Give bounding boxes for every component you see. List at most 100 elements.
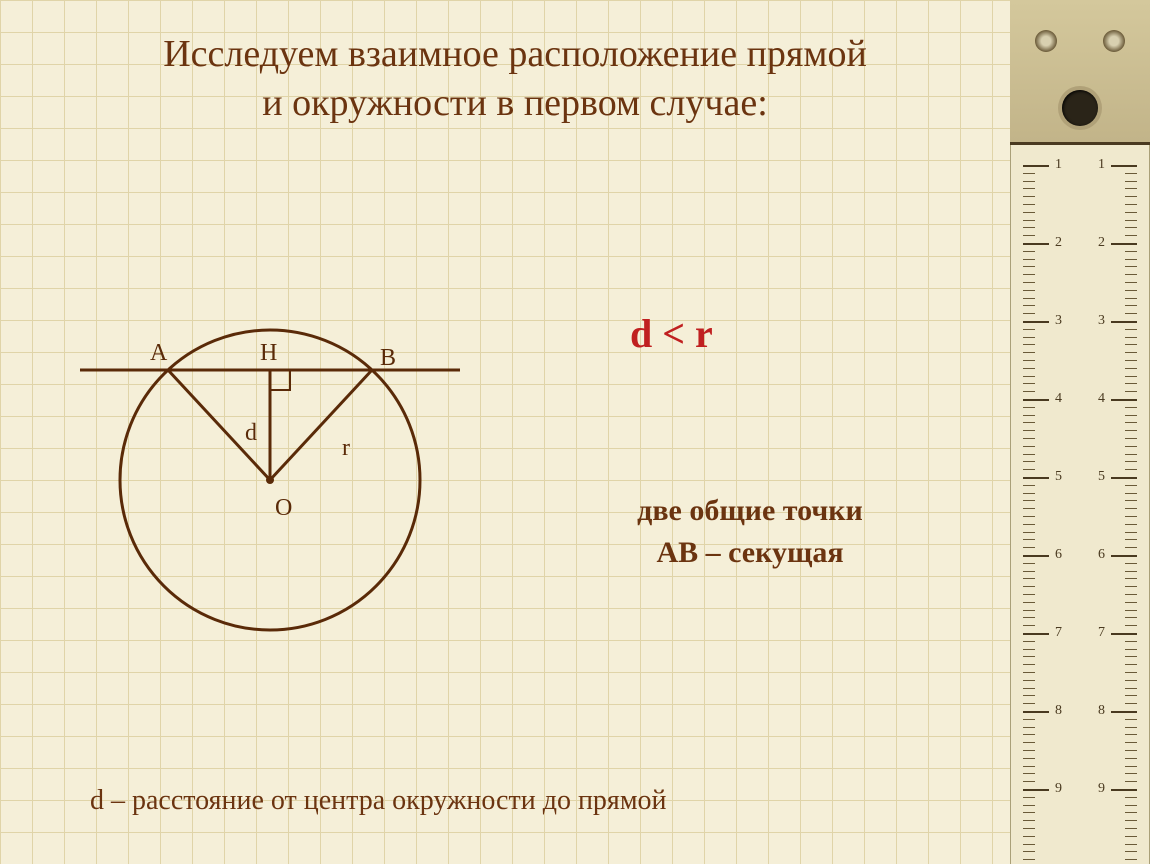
ruler-tick-minor: [1023, 594, 1137, 595]
ruler-tick-minor: [1023, 485, 1137, 486]
ruler-number-right: 7: [1098, 625, 1105, 641]
ruler-tick-minor: [1023, 461, 1137, 462]
label-a: А: [150, 340, 168, 366]
ruler-tick-minor: [1023, 415, 1137, 416]
title-line-2: и окружности в первом случае:: [262, 82, 768, 124]
ruler-tick-minor: [1023, 446, 1137, 447]
ruler-screw-left: [1035, 30, 1057, 52]
ruler-number-right: 4: [1098, 391, 1105, 407]
ruler-tick-major: 66: [1023, 555, 1137, 556]
diagram-svg: А H В d r О: [60, 260, 480, 680]
ruler-number-left: 4: [1055, 391, 1062, 407]
ruler-tick-major: 77: [1023, 633, 1137, 634]
ruler-tick-minor: [1023, 750, 1137, 751]
ruler-tick-minor: [1023, 563, 1137, 564]
description-block: две общие точки АВ – секущая: [540, 490, 960, 574]
ruler-tick-minor: [1023, 344, 1137, 345]
ruler-number-left: 6: [1055, 547, 1062, 563]
title-block: Исследуем взаимное расположение прямой и…: [40, 30, 990, 129]
ruler-tick-minor: [1023, 781, 1137, 782]
label-r: r: [342, 435, 350, 461]
ruler-tick-minor: [1023, 695, 1137, 696]
ruler-tick-minor: [1023, 625, 1137, 626]
ruler-tick-major: 11: [1023, 165, 1137, 166]
ruler-tick-minor: [1023, 773, 1137, 774]
ruler-tick-minor: [1023, 422, 1137, 423]
ruler-tick-minor: [1023, 329, 1137, 330]
ruler-tick-major: 88: [1023, 711, 1137, 712]
ruler-tick-minor: [1023, 688, 1137, 689]
ruler-tick-minor: [1023, 812, 1137, 813]
ruler-tick-major: 22: [1023, 243, 1137, 244]
label-b: В: [380, 345, 396, 371]
ruler-tick-minor: [1023, 649, 1137, 650]
ruler-number-right: 3: [1098, 313, 1105, 329]
ruler-tick-major: 55: [1023, 477, 1137, 478]
ruler-tick-minor: [1023, 539, 1137, 540]
label-h: H: [260, 340, 277, 366]
ruler-tick-minor: [1023, 274, 1137, 275]
ruler-tick-minor: [1023, 547, 1137, 548]
label-o: О: [275, 495, 292, 521]
ruler-tick-minor: [1023, 227, 1137, 228]
ruler-number-left: 2: [1055, 235, 1062, 251]
ruler-tick-minor: [1023, 196, 1137, 197]
ruler-tick-major: 99: [1023, 789, 1137, 790]
ruler-tick-minor: [1023, 430, 1137, 431]
ruler-tick-minor: [1023, 337, 1137, 338]
ruler-tick-minor: [1023, 742, 1137, 743]
ruler-sidebar: 112233445566778899: [1010, 0, 1150, 864]
ruler-tick-minor: [1023, 586, 1137, 587]
ruler-tick-minor: [1023, 259, 1137, 260]
ruler-tick-minor: [1023, 391, 1137, 392]
ruler-tick-minor: [1023, 305, 1137, 306]
ruler-tick-minor: [1023, 797, 1137, 798]
ruler-tick-minor: [1023, 836, 1137, 837]
ruler-number-left: 1: [1055, 157, 1062, 173]
ruler-tick-minor: [1023, 376, 1137, 377]
ruler-tick-minor: [1023, 516, 1137, 517]
ruler-screw-right: [1103, 30, 1125, 52]
ruler-number-left: 9: [1055, 781, 1062, 797]
ruler-tick-minor: [1023, 578, 1137, 579]
ruler-number-right: 1: [1098, 157, 1105, 173]
ruler-tick-minor: [1023, 656, 1137, 657]
ruler-tick-minor: [1023, 188, 1137, 189]
ruler-tick-minor: [1023, 828, 1137, 829]
desc-line-1: две общие точки: [637, 494, 863, 527]
ruler-tick-minor: [1023, 727, 1137, 728]
ruler-tick-minor: [1023, 680, 1137, 681]
ruler-tick-minor: [1023, 820, 1137, 821]
ruler-tick-minor: [1023, 758, 1137, 759]
slide-content: Исследуем взаимное расположение прямой и…: [0, 0, 1010, 864]
ruler-tick-minor: [1023, 508, 1137, 509]
ruler-number-left: 8: [1055, 703, 1062, 719]
ruler-tick-minor: [1023, 368, 1137, 369]
ruler-number-right: 2: [1098, 235, 1105, 251]
ruler-tick-minor: [1023, 407, 1137, 408]
ruler-tick-minor: [1023, 493, 1137, 494]
formula: d < r: [630, 310, 713, 357]
circle-line-diagram: А H В d r О: [60, 260, 480, 680]
ruler-tick-minor: [1023, 703, 1137, 704]
ruler-tick-minor: [1023, 469, 1137, 470]
ruler-tick-minor: [1023, 290, 1137, 291]
ruler-tick-minor: [1023, 220, 1137, 221]
ruler-number-right: 6: [1098, 547, 1105, 563]
right-angle-marker: [270, 370, 290, 390]
ruler-number-left: 7: [1055, 625, 1062, 641]
center-point: [266, 476, 274, 484]
ruler-tick-minor: [1023, 617, 1137, 618]
ruler-tick-major: 44: [1023, 399, 1137, 400]
label-d: d: [245, 420, 257, 446]
ruler-tick-minor: [1023, 851, 1137, 852]
ruler-tick-minor: [1023, 360, 1137, 361]
ruler-tick-minor: [1023, 664, 1137, 665]
ruler-tick-minor: [1023, 235, 1137, 236]
ruler-tick-minor: [1023, 766, 1137, 767]
ruler-number-right: 9: [1098, 781, 1105, 797]
ruler-tick-minor: [1023, 212, 1137, 213]
ruler-header: [1010, 0, 1150, 145]
ruler-tick-minor: [1023, 298, 1137, 299]
ruler-tick-minor: [1023, 571, 1137, 572]
